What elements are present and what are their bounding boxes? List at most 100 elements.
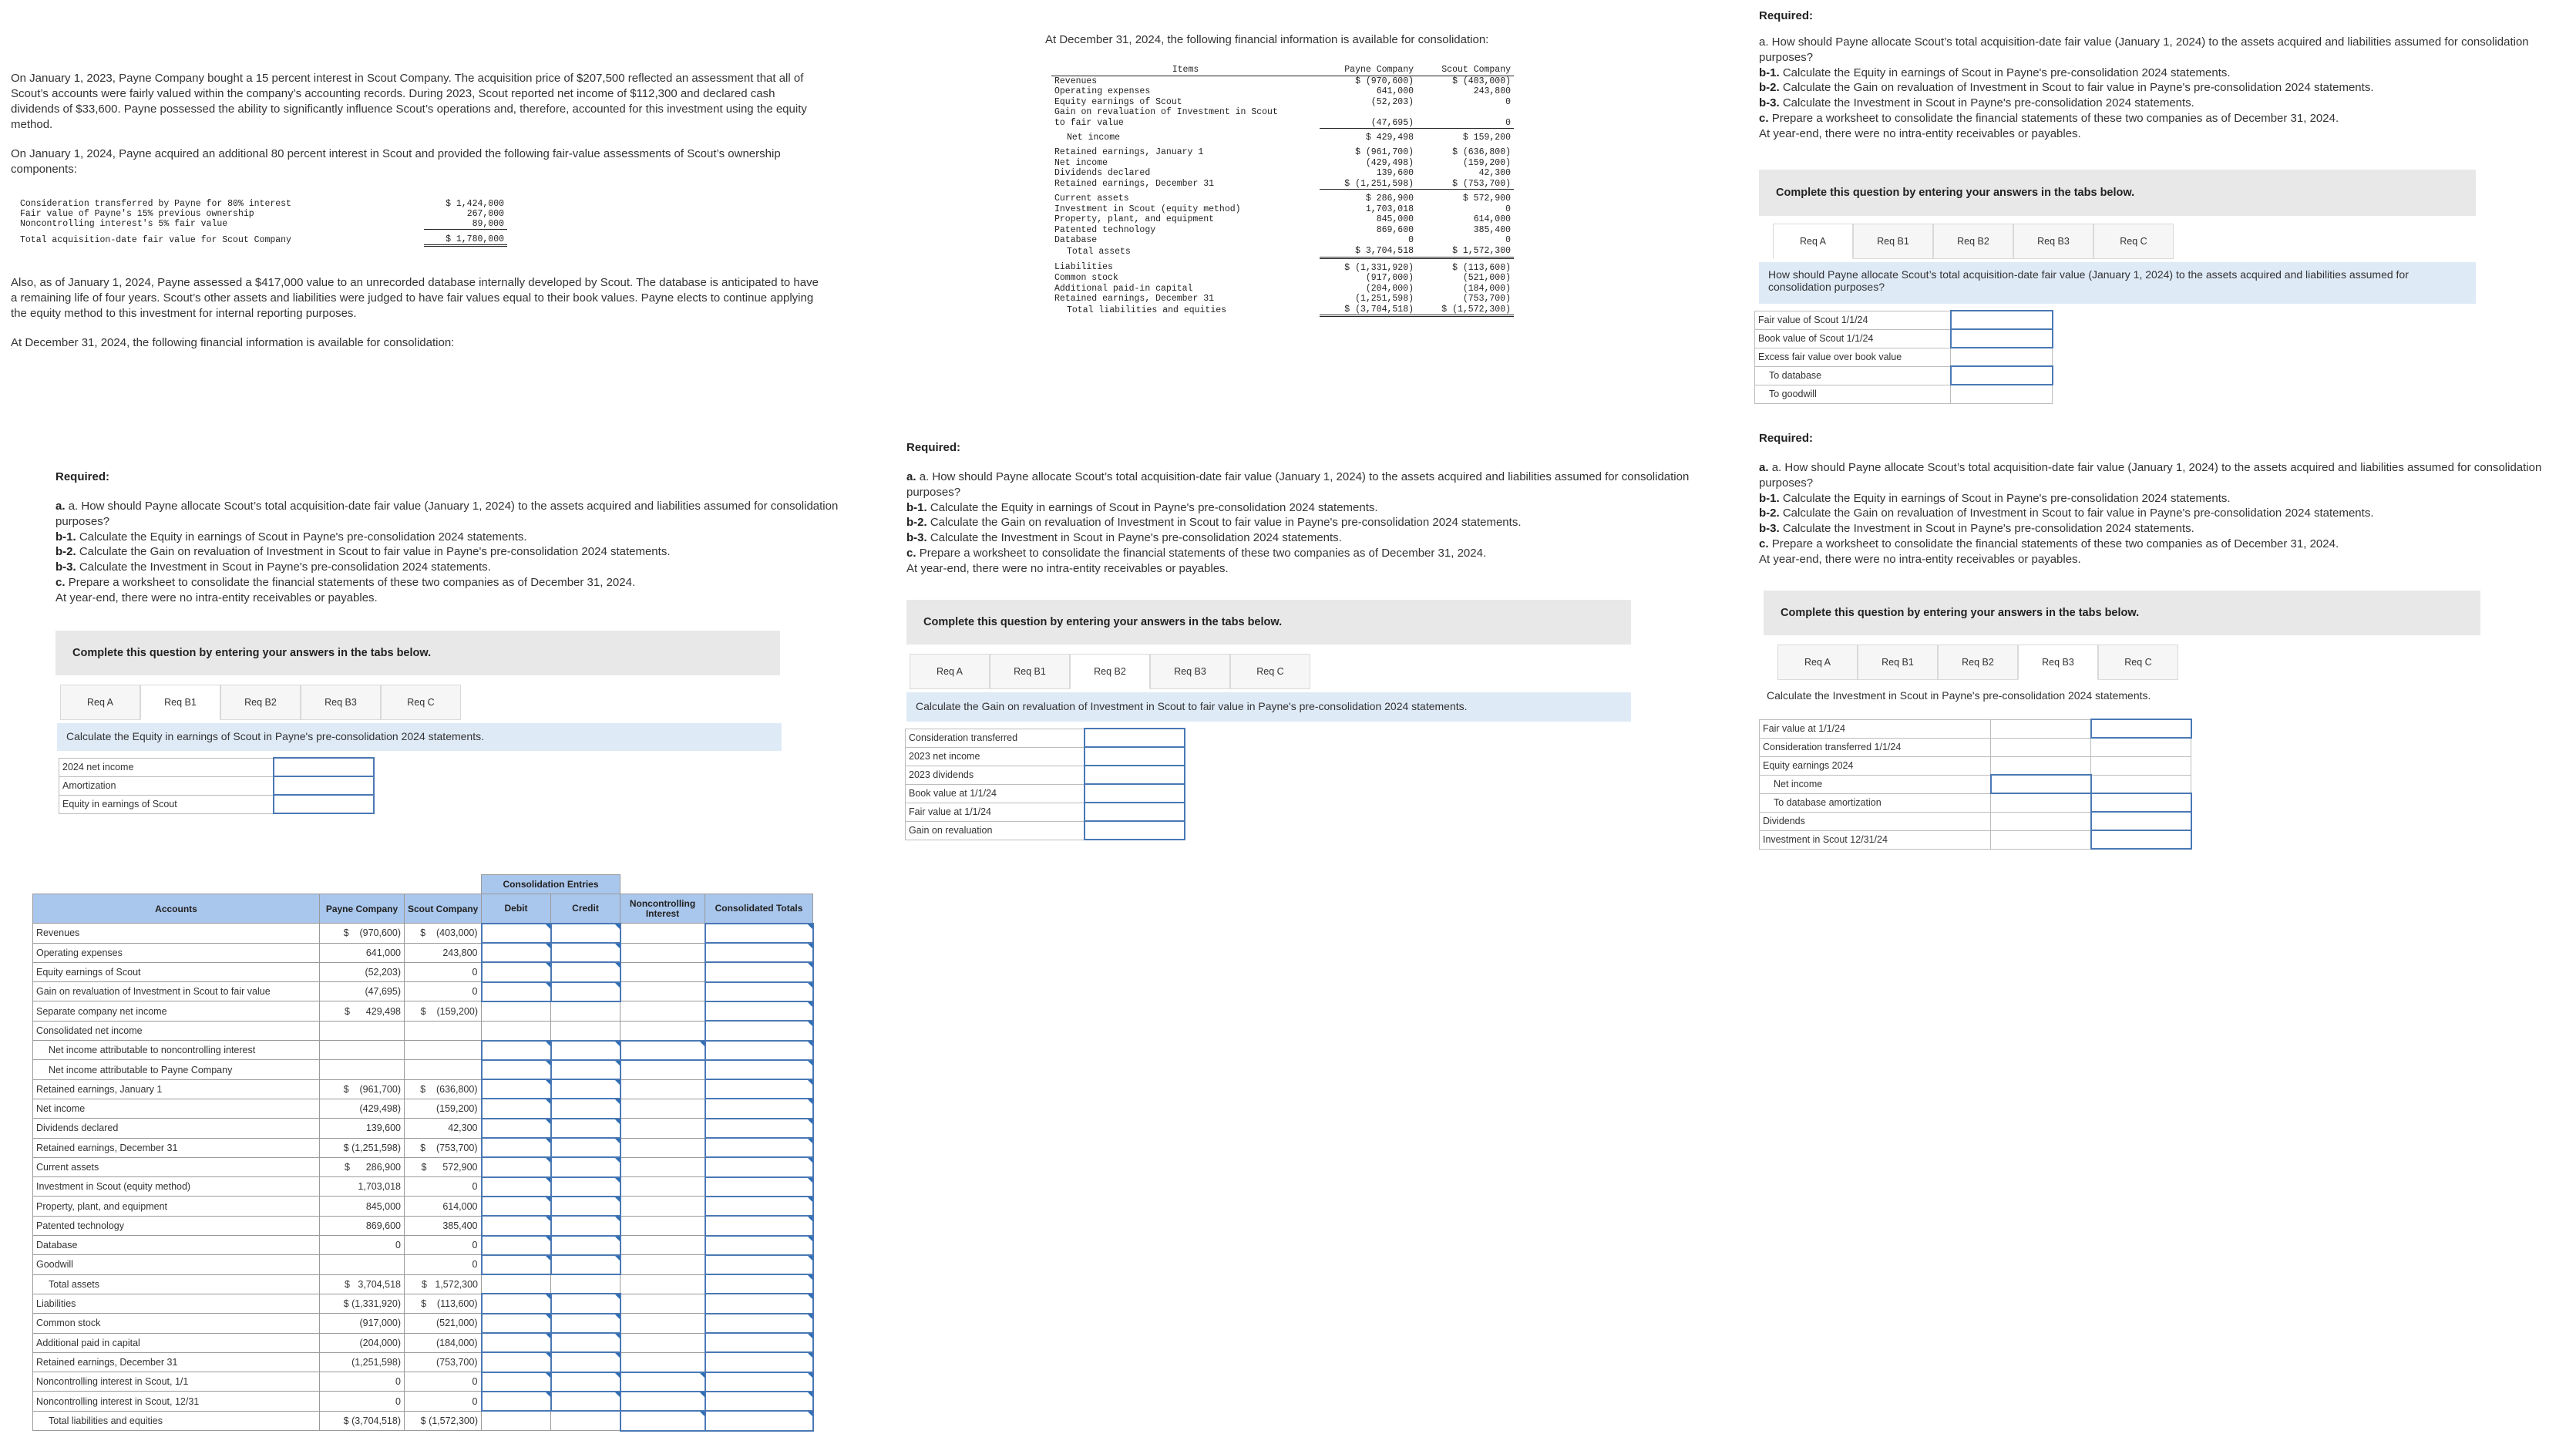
worksheet-debit-input[interactable] xyxy=(480,1098,552,1119)
worksheet-credit-input[interactable] xyxy=(550,1215,621,1237)
tab-req-c[interactable]: Req C xyxy=(2098,645,2178,680)
req-a-input[interactable] xyxy=(1949,365,2053,385)
req-b2-input[interactable] xyxy=(1083,728,1185,748)
req-b1-input[interactable] xyxy=(272,776,375,796)
worksheet-consolidated-input[interactable] xyxy=(704,1410,814,1432)
tab-req-a[interactable]: Req A xyxy=(1777,645,1858,680)
worksheet-consolidated-input[interactable] xyxy=(704,1059,814,1081)
req-b2-input[interactable] xyxy=(1083,765,1185,785)
worksheet-credit-input[interactable] xyxy=(550,1117,621,1139)
tab-req-c[interactable]: Req C xyxy=(1230,654,1310,689)
worksheet-consolidated-input[interactable] xyxy=(704,1234,814,1256)
worksheet-consolidated-input[interactable] xyxy=(704,1371,814,1392)
worksheet-debit-input[interactable] xyxy=(480,961,552,983)
worksheet-credit-input[interactable] xyxy=(550,1371,621,1392)
worksheet-credit-input[interactable] xyxy=(550,1312,621,1335)
worksheet-consolidated-input[interactable] xyxy=(704,1254,814,1276)
worksheet-debit-input[interactable] xyxy=(480,1371,552,1392)
worksheet-nci-input[interactable] xyxy=(619,1039,706,1061)
worksheet-consolidated-input[interactable] xyxy=(704,1274,814,1295)
worksheet-debit-input[interactable] xyxy=(480,1390,552,1412)
worksheet-consolidated-input[interactable] xyxy=(704,1293,814,1314)
worksheet-consolidated-input[interactable] xyxy=(704,1390,814,1412)
worksheet-consolidated-input[interactable] xyxy=(704,1098,814,1119)
worksheet-debit-input[interactable] xyxy=(480,1039,552,1061)
req-a-input[interactable] xyxy=(1949,310,2053,330)
worksheet-consolidated-input[interactable] xyxy=(704,1351,814,1373)
worksheet-debit-input[interactable] xyxy=(480,981,552,1002)
tab-req-a[interactable]: Req A xyxy=(910,654,990,689)
worksheet-consolidated-input[interactable] xyxy=(704,942,814,964)
tab-req-b3[interactable]: Req B3 xyxy=(1150,654,1230,689)
tab-req-a[interactable]: Req A xyxy=(1773,224,1853,259)
worksheet-debit-input[interactable] xyxy=(480,922,552,944)
req-b2-input[interactable] xyxy=(1083,802,1185,822)
worksheet-credit-input[interactable] xyxy=(550,1332,621,1354)
worksheet-debit-input[interactable] xyxy=(480,1117,552,1139)
worksheet-debit-input[interactable] xyxy=(480,1293,552,1314)
tab-req-b1[interactable]: Req B1 xyxy=(1858,645,1938,680)
worksheet-debit-input[interactable] xyxy=(480,1332,552,1354)
worksheet-consolidated-input[interactable] xyxy=(704,1020,814,1042)
worksheet-consolidated-input[interactable] xyxy=(704,1195,814,1217)
worksheet-credit-input[interactable] xyxy=(550,1390,621,1412)
worksheet-consolidated-input[interactable] xyxy=(704,1137,814,1159)
tab-req-b1[interactable]: Req B1 xyxy=(990,654,1070,689)
req-b2-input[interactable] xyxy=(1083,746,1185,766)
worksheet-consolidated-input[interactable] xyxy=(704,1117,814,1139)
worksheet-debit-input[interactable] xyxy=(480,1176,552,1197)
worksheet-consolidated-input[interactable] xyxy=(704,1079,814,1100)
worksheet-debit-input[interactable] xyxy=(480,1351,552,1373)
worksheet-credit-input[interactable] xyxy=(550,1098,621,1119)
req-b3-input[interactable] xyxy=(2090,811,2192,831)
worksheet-debit-input[interactable] xyxy=(480,1137,552,1159)
worksheet-debit-input[interactable] xyxy=(480,1195,552,1217)
req-a-input[interactable] xyxy=(1949,328,2053,348)
worksheet-nci-input[interactable] xyxy=(619,1371,706,1392)
req-b2-input[interactable] xyxy=(1083,820,1185,840)
worksheet-credit-input[interactable] xyxy=(550,981,621,1002)
worksheet-consolidated-input[interactable] xyxy=(704,922,814,944)
tab-req-b3[interactable]: Req B3 xyxy=(301,685,381,720)
req-b1-input[interactable] xyxy=(272,757,375,777)
worksheet-credit-input[interactable] xyxy=(550,1234,621,1256)
worksheet-debit-input[interactable] xyxy=(480,1079,552,1100)
tab-req-b3[interactable]: Req B3 xyxy=(2013,224,2093,259)
worksheet-consolidated-input[interactable] xyxy=(704,981,814,1002)
worksheet-debit-input[interactable] xyxy=(480,1156,552,1178)
tab-req-b2[interactable]: Req B2 xyxy=(220,685,301,720)
req-b3-input[interactable] xyxy=(2090,719,2192,739)
worksheet-debit-input[interactable] xyxy=(480,1215,552,1237)
worksheet-credit-input[interactable] xyxy=(550,1254,621,1276)
tab-req-c[interactable]: Req C xyxy=(2093,224,2174,259)
worksheet-debit-input[interactable] xyxy=(480,1059,552,1081)
worksheet-credit-input[interactable] xyxy=(550,1156,621,1178)
worksheet-consolidated-input[interactable] xyxy=(704,1000,814,1022)
worksheet-credit-input[interactable] xyxy=(550,1039,621,1061)
worksheet-credit-input[interactable] xyxy=(550,922,621,944)
req-b3-input[interactable] xyxy=(2090,793,2192,813)
worksheet-credit-input[interactable] xyxy=(550,1137,621,1159)
req-b3-input[interactable] xyxy=(1989,774,2092,794)
worksheet-consolidated-input[interactable] xyxy=(704,1039,814,1061)
req-b3-input[interactable] xyxy=(2090,830,2192,850)
worksheet-debit-input[interactable] xyxy=(480,1312,552,1335)
worksheet-nci-input[interactable] xyxy=(619,1390,706,1412)
worksheet-credit-input[interactable] xyxy=(550,942,621,964)
worksheet-debit-input[interactable] xyxy=(480,1254,552,1276)
worksheet-debit-input[interactable] xyxy=(480,942,552,964)
worksheet-consolidated-input[interactable] xyxy=(704,1215,814,1237)
worksheet-credit-input[interactable] xyxy=(550,1195,621,1217)
worksheet-credit-input[interactable] xyxy=(550,1079,621,1100)
req-b1-input[interactable] xyxy=(272,794,375,814)
worksheet-consolidated-input[interactable] xyxy=(704,1156,814,1178)
req-b2-input[interactable] xyxy=(1083,783,1185,803)
tab-req-b3[interactable]: Req B3 xyxy=(2018,645,2098,680)
worksheet-credit-input[interactable] xyxy=(550,1059,621,1081)
tab-req-a[interactable]: Req A xyxy=(60,685,140,720)
worksheet-consolidated-input[interactable] xyxy=(704,1176,814,1197)
worksheet-nci-input[interactable] xyxy=(619,1410,706,1432)
tab-req-b1[interactable]: Req B1 xyxy=(1853,224,1933,259)
worksheet-credit-input[interactable] xyxy=(550,1293,621,1314)
worksheet-consolidated-input[interactable] xyxy=(704,1332,814,1354)
